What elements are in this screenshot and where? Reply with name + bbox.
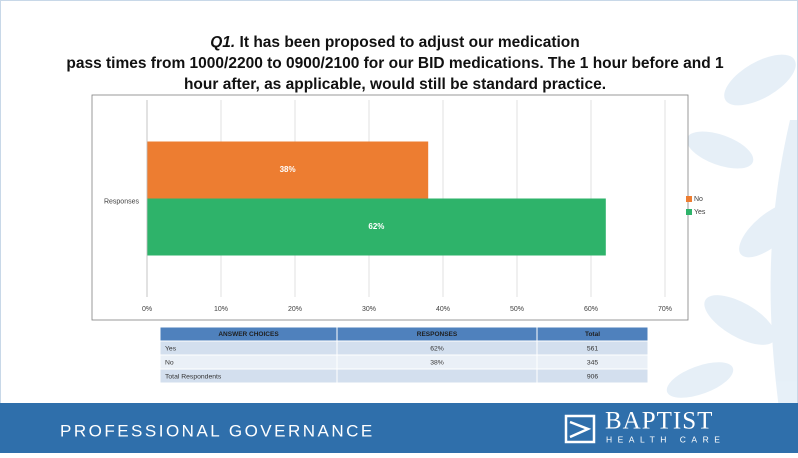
- cell-text: Yes: [165, 345, 177, 352]
- chart-title: Q1. It has been proposed to adjust our m…: [210, 34, 579, 51]
- cell: [160, 355, 337, 369]
- legend-label: Yes: [694, 209, 706, 216]
- logo-sub: HEALTH CARE: [606, 434, 725, 444]
- question-number: Q1.: [210, 34, 235, 51]
- data-label: 62%: [368, 222, 384, 231]
- footer-section: PROFESSIONAL GOVERNANCE: [60, 421, 375, 440]
- x-tick-label: 0%: [142, 306, 152, 313]
- cell-text: 561: [587, 345, 599, 352]
- x-tick-label: 40%: [436, 306, 450, 313]
- x-tick-label: 50%: [510, 306, 524, 313]
- x-tick-label: 60%: [584, 306, 598, 313]
- title-line: hour after, as applicable, would still b…: [184, 76, 606, 93]
- cell-text: 62%: [430, 345, 444, 352]
- x-tick-label: 20%: [288, 306, 302, 313]
- cell: [160, 341, 337, 355]
- table: ANSWER CHOICES RESPONSES Total Yes 62% 561 No 3…: [160, 327, 648, 383]
- legend-label: No: [694, 196, 703, 203]
- header-text: RESPONSES: [417, 331, 458, 338]
- logo-name: BAPTIST: [605, 408, 713, 435]
- y-tick-label: Responses: [104, 198, 140, 205]
- header-text: Total: [585, 331, 600, 338]
- cell-text: Total Respondents: [165, 373, 222, 380]
- cell: [337, 369, 537, 383]
- cell-text: 38%: [430, 359, 444, 366]
- x-tick-label: 70%: [658, 306, 672, 313]
- slide: Q1. It has been proposed to adjust our m…: [0, 0, 798, 453]
- header-text: ANSWER CHOICES: [218, 331, 279, 338]
- x-tick-label: 30%: [362, 306, 376, 313]
- cell-text: No: [165, 359, 174, 366]
- cell-text: 345: [587, 359, 599, 366]
- legend-swatch: [686, 196, 692, 202]
- data-label: 38%: [280, 165, 296, 174]
- x-tick-label: 10%: [214, 306, 228, 313]
- title-text: It has been proposed to adjust our medic…: [240, 34, 580, 51]
- legend-swatch: [686, 209, 692, 215]
- title-line: pass times from 1000/2200 to 0900/2100 f…: [66, 55, 724, 72]
- cell-text: 906: [587, 373, 599, 380]
